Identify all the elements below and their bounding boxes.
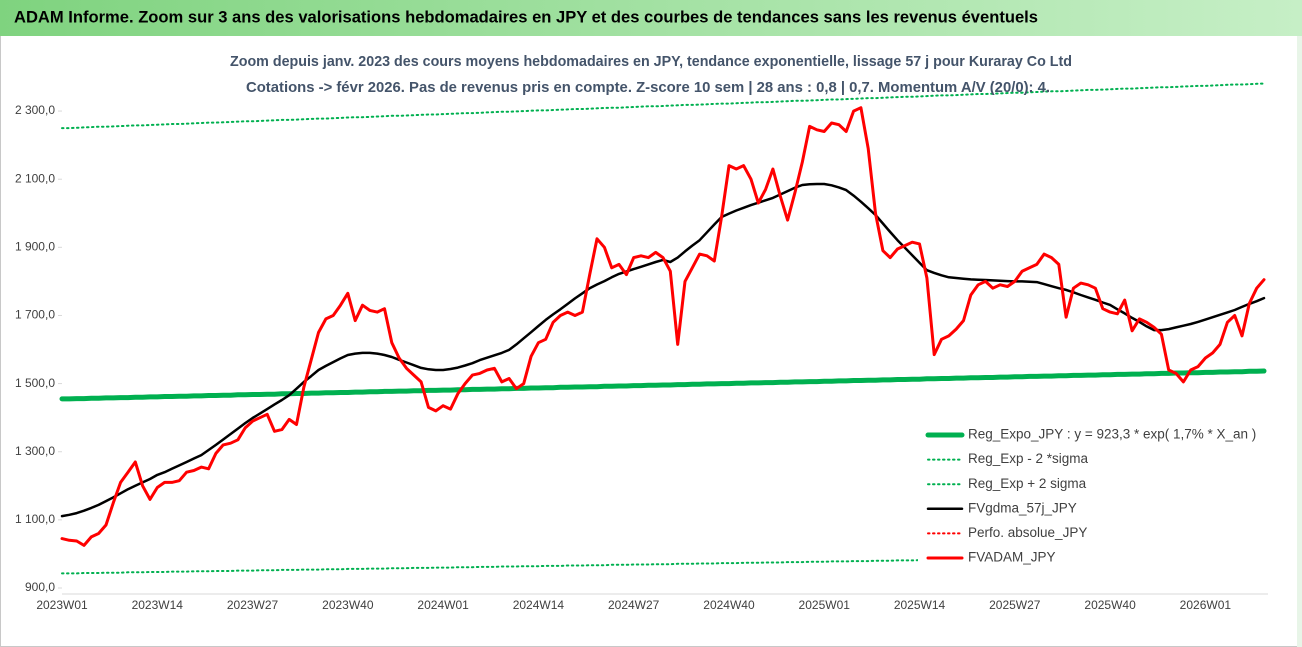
y-tick-label: 1 900,0 xyxy=(15,240,55,254)
x-tick-label: 2024W01 xyxy=(417,598,469,612)
legend-label: Reg_Exp + 2 sigma xyxy=(968,476,1087,491)
y-tick-label: 2 300,0 xyxy=(15,103,55,117)
chart-subtitle: Cotations -> févr 2026. Pas de revenus p… xyxy=(246,79,1050,96)
y-tick-label: 2 100,0 xyxy=(15,171,55,185)
y-tick-label: 900,0 xyxy=(25,580,55,594)
legend-label: FVADAM_JPY xyxy=(968,550,1056,565)
legend: Reg_Expo_JPY : y = 923,3 * exp( 1,7% * X… xyxy=(925,427,1256,565)
header-title: ADAM Informe. Zoom sur 3 ans des valoris… xyxy=(14,7,1038,26)
x-tick-label: 2024W27 xyxy=(608,598,660,612)
x-tick-label: 2023W40 xyxy=(322,598,374,612)
y-tick-label: 1 500,0 xyxy=(15,376,55,390)
y-tick-label: 1 100,0 xyxy=(15,512,55,526)
x-tick-label: 2025W40 xyxy=(1084,598,1136,612)
legend-label: Reg_Expo_JPY : y = 923,3 * exp( 1,7% * X… xyxy=(968,427,1256,442)
y-tick-label: 1 300,0 xyxy=(15,444,55,458)
plot: 900,0 1 100,0 1 300,0 1 500,0 1 700,0 1 900,0… xyxy=(15,82,1267,612)
x-tick-label: 2023W14 xyxy=(132,598,184,612)
x-tick-label: 2026W01 xyxy=(1180,598,1232,612)
series-line xyxy=(59,368,1267,402)
legend-label: Perfo. absolue_JPY xyxy=(968,525,1087,540)
legend-label: Reg_Exp - 2 *sigma xyxy=(968,451,1089,466)
x-tick-label: 2025W27 xyxy=(989,598,1041,612)
chart-title: Zoom depuis janv. 2023 des cours moyens … xyxy=(230,53,1072,70)
header-bar xyxy=(0,0,1302,36)
side-strip xyxy=(1297,36,1302,647)
x-tick-label: 2025W14 xyxy=(894,598,946,612)
legend-label: FVgdma_57j_JPY xyxy=(968,500,1077,515)
x-tick-label: 2024W14 xyxy=(513,598,565,612)
x-tick-label: 2024W40 xyxy=(703,598,755,612)
x-tick-label: 2023W01 xyxy=(36,598,88,612)
series-line xyxy=(61,82,1265,130)
legend-box xyxy=(918,420,1270,572)
x-tick-label: 2025W01 xyxy=(799,598,851,612)
series-line xyxy=(60,106,1266,547)
x-tick-label: 2023W27 xyxy=(227,598,279,612)
y-tick-label: 1 700,0 xyxy=(15,308,55,322)
